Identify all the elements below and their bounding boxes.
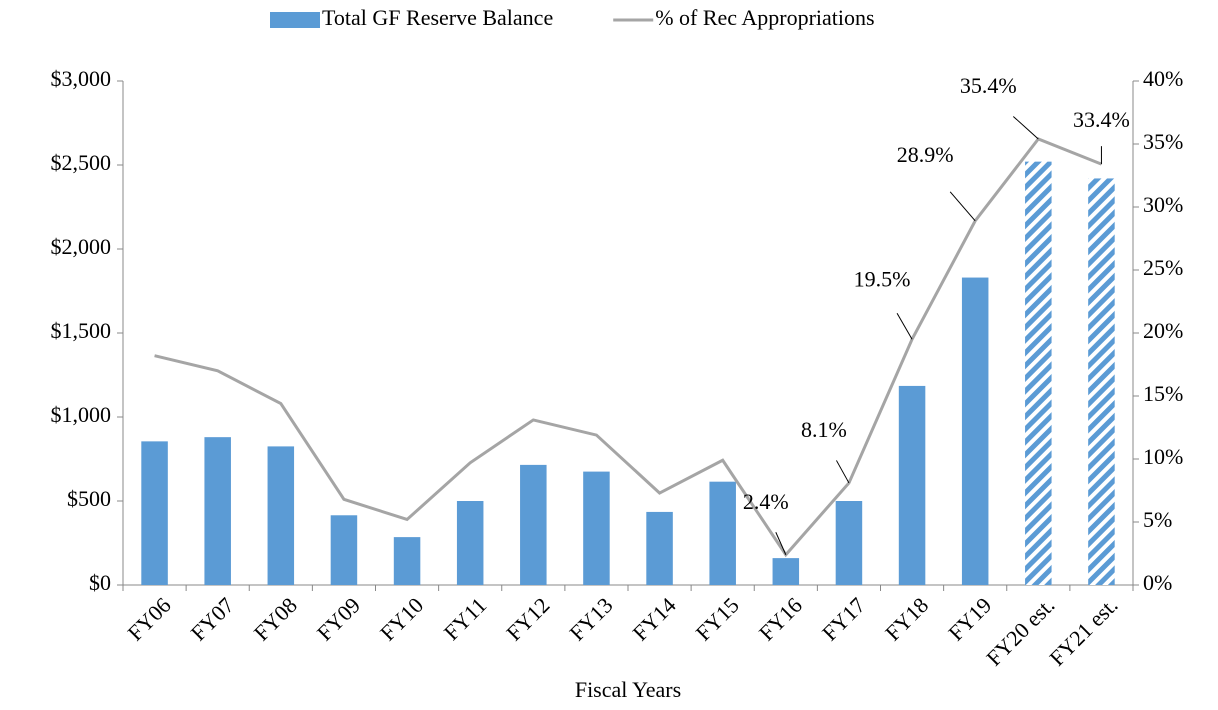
bar bbox=[835, 501, 863, 585]
bar bbox=[393, 537, 421, 585]
y2-tick-label: 10% bbox=[1143, 444, 1183, 469]
y2-tick-label: 0% bbox=[1143, 570, 1172, 595]
bar bbox=[772, 558, 800, 585]
x-tick-label: FY07 bbox=[186, 592, 239, 645]
leader-line bbox=[775, 532, 787, 555]
data-label: 35.4% bbox=[960, 73, 1017, 98]
x-tick-label: FY18 bbox=[880, 592, 933, 645]
x-tick-label: FY17 bbox=[817, 592, 870, 645]
x-tick-label: FY10 bbox=[375, 592, 428, 645]
y-tick-label: $1,500 bbox=[51, 318, 112, 343]
y2-tick-label: 15% bbox=[1143, 381, 1183, 406]
y2-tick-label: 25% bbox=[1143, 255, 1183, 280]
y2-tick-label: 40% bbox=[1143, 66, 1183, 91]
y2-tick-label: 20% bbox=[1143, 318, 1183, 343]
bar bbox=[646, 511, 673, 585]
bar bbox=[330, 515, 358, 585]
x-tick-label: FY20 est. bbox=[981, 592, 1059, 670]
bar bbox=[520, 464, 547, 585]
y-tick-label: $2,500 bbox=[51, 150, 112, 175]
bar bbox=[709, 481, 736, 585]
x-tick-label: FY11 bbox=[439, 592, 492, 645]
data-label: 28.9% bbox=[897, 142, 954, 167]
legend-label: % of Rec Appropriations bbox=[655, 5, 874, 30]
bar bbox=[898, 385, 926, 585]
leader-line bbox=[949, 191, 976, 222]
leader-line bbox=[836, 460, 850, 484]
data-label: 19.5% bbox=[854, 266, 911, 291]
x-tick-label: FY08 bbox=[249, 592, 302, 645]
bar bbox=[141, 441, 168, 585]
bar bbox=[1025, 161, 1052, 585]
x-tick-label: FY16 bbox=[754, 592, 807, 645]
legend-swatch bbox=[270, 12, 320, 28]
line bbox=[154, 137, 1102, 558]
y-tick-label: $0 bbox=[89, 570, 111, 595]
data-label: 2.4% bbox=[743, 489, 789, 514]
leader-line bbox=[1012, 116, 1039, 140]
data-label: 33.4% bbox=[1073, 107, 1130, 132]
y-tick-label: $3,000 bbox=[51, 66, 112, 91]
bar bbox=[267, 446, 295, 585]
bar bbox=[583, 471, 610, 585]
y-tick-label: $1,000 bbox=[51, 402, 112, 427]
leader-line bbox=[896, 313, 913, 340]
x-tick-label: FY09 bbox=[312, 592, 365, 645]
x-tick-label: FY06 bbox=[123, 592, 176, 645]
bar bbox=[456, 501, 484, 585]
x-tick-label: FY14 bbox=[628, 592, 681, 645]
bar bbox=[204, 437, 231, 585]
y2-tick-label: 5% bbox=[1143, 507, 1172, 532]
x-tick-label: FY12 bbox=[501, 592, 554, 645]
x-tick-label: FY19 bbox=[943, 592, 996, 645]
bar bbox=[961, 277, 989, 585]
y-tick-label: $2,000 bbox=[51, 234, 112, 259]
legend-label: Total GF Reserve Balance bbox=[322, 5, 553, 30]
x-tick-label: FY13 bbox=[564, 592, 617, 645]
bar bbox=[1088, 178, 1115, 585]
y2-tick-label: 30% bbox=[1143, 192, 1183, 217]
x-tick-label: FY15 bbox=[691, 592, 744, 645]
x-tick-label: FY21 est. bbox=[1044, 592, 1122, 670]
data-label: 8.1% bbox=[801, 417, 847, 442]
x-axis-label: Fiscal Years bbox=[575, 677, 681, 702]
y-tick-label: $500 bbox=[67, 486, 111, 511]
y2-tick-label: 35% bbox=[1143, 129, 1183, 154]
